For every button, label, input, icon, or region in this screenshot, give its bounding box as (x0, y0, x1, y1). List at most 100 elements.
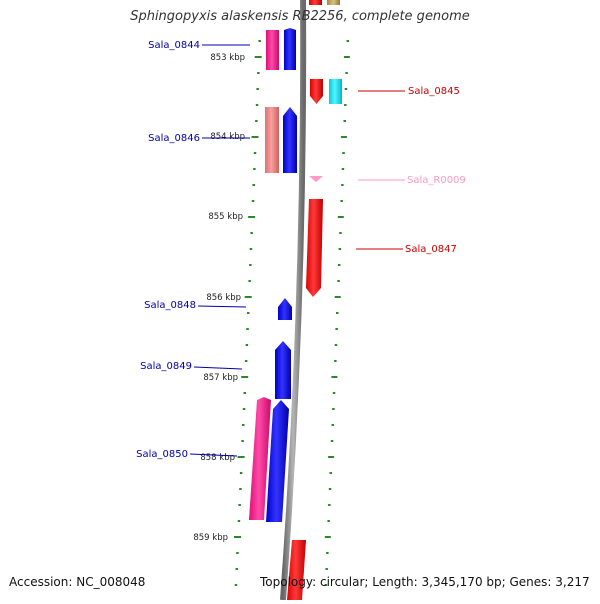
gene-sala-0845[interactable] (310, 79, 323, 104)
ruler-tick-left (255, 120, 258, 122)
gene-sala-0846-salmon[interactable] (265, 107, 279, 173)
ruler-tick-left (247, 312, 250, 314)
ruler-tick-right (345, 72, 348, 74)
ruler-tick-left (253, 168, 256, 170)
ruler-tick-left (241, 440, 244, 442)
gene-partial-top-red (309, 0, 322, 5)
label-sala-0847[interactable]: Sala_0847 (405, 244, 457, 255)
gene-sala-0849[interactable] (275, 341, 291, 399)
ruler-tick-right (331, 376, 338, 378)
gene-sala-0846[interactable] (283, 107, 297, 173)
ruler-tick-right (332, 392, 336, 394)
label-sala-r0009[interactable]: Sala_R0009 (407, 175, 466, 186)
label-sala-0844[interactable]: Sala_0844 (148, 40, 200, 51)
ruler-tick-left (234, 536, 241, 538)
leader-sala-0850 (189, 453, 238, 457)
ruler-tick-left (238, 504, 241, 506)
ruler-tick-right (344, 104, 347, 106)
ruler-tick-right (329, 472, 332, 474)
ruler-tick-left (244, 360, 248, 362)
label-sala-0850[interactable]: Sala_0850 (136, 449, 188, 460)
ruler-tick-right (337, 216, 344, 218)
ruler-tick-right (336, 312, 339, 314)
ruler-tick-left (241, 376, 249, 378)
ruler-tick-right (328, 456, 335, 458)
gene-sala-0850[interactable] (266, 400, 289, 522)
ruler-tick-right (328, 488, 332, 490)
ruler-tick-right (326, 552, 329, 554)
genome-backbone (280, 0, 307, 601)
ruler-tick-left (250, 232, 253, 234)
ruler-tick-right (324, 536, 331, 538)
ruler-tick-left (239, 472, 243, 474)
ruler-tick-right (343, 120, 346, 122)
ruler-tick-right (327, 520, 330, 522)
ruler-tick-left (237, 456, 245, 458)
ruler-tick-left (252, 184, 255, 186)
ruler-label-859: 859 kbp (193, 533, 228, 543)
ruler-tick-right (330, 440, 334, 442)
ruler-tick-right (346, 40, 349, 42)
ruler-tick-left (248, 280, 251, 282)
ruler-ticks (234, 40, 350, 586)
ruler-tick-right (340, 200, 343, 202)
ruler-tick-left (246, 328, 249, 330)
ruler-tick-left (242, 424, 245, 426)
ruler-tick-right (335, 328, 338, 330)
ruler-tick-right (332, 408, 335, 410)
ruler-tick-right (324, 584, 328, 586)
ruler-tick-right (328, 504, 331, 506)
ruler-tick-right (334, 344, 338, 346)
ruler-tick-right (344, 88, 348, 90)
ruler-tick-right (337, 264, 341, 266)
gene-sala-0847[interactable] (306, 199, 323, 297)
ruler-tick-left (244, 296, 252, 298)
ruler-tick-left (251, 136, 259, 138)
ruler-tick-right (340, 136, 347, 138)
ruler-tick-left (257, 72, 260, 74)
leader-sala-0848 (197, 305, 247, 308)
label-sala-0846[interactable]: Sala_0846 (148, 133, 200, 144)
ruler-label-853: 853 kbp (210, 53, 245, 63)
ruler-tick-right (331, 424, 334, 426)
ruler-tick-right (338, 248, 342, 250)
ruler-tick-right (334, 360, 337, 362)
accession-text: Accession: NC_008048 (9, 575, 146, 589)
gene-sala-0850-pink[interactable] (249, 397, 271, 520)
ruler-tick-left (248, 216, 256, 218)
ruler-label-858: 858 kbp (200, 453, 235, 463)
rna-sala-r0009[interactable] (309, 176, 323, 182)
ruler-tick-right (341, 168, 345, 170)
label-sala-0848[interactable]: Sala_0848 (144, 300, 196, 311)
ruler-tick-left (253, 152, 257, 154)
genome-title: Sphingopyxis alaskensis RB2256, complete… (130, 9, 470, 24)
ruler-tick-right (334, 296, 341, 298)
gene-sala-0845-cyan[interactable] (329, 79, 342, 104)
ruler-tick-left (251, 200, 255, 202)
ruler-tick-left (249, 248, 253, 250)
ruler-tick-right (341, 184, 344, 186)
label-sala-0845[interactable]: Sala_0845 (408, 86, 460, 97)
gene-partial-top-tan (327, 0, 340, 5)
leader-sala-0849 (193, 366, 243, 370)
gene-sala-0848[interactable] (278, 298, 292, 320)
ruler-label-857: 857 kbp (203, 373, 238, 383)
ruler-tick-left (258, 40, 261, 42)
ruler-tick-left (235, 568, 238, 570)
ruler-tick-left (255, 104, 259, 106)
ruler-label-856: 856 kbp (206, 293, 241, 303)
ruler-tick-right (337, 280, 340, 282)
gene-sala-0844-pink[interactable] (266, 30, 279, 70)
ruler-tick-left (254, 56, 262, 58)
ruler-tick-left (242, 408, 246, 410)
gene-sala-0844[interactable] (284, 28, 296, 70)
ruler-tick-left (243, 392, 246, 394)
ruler-tick-left (249, 264, 252, 266)
label-sala-0849[interactable]: Sala_0849 (140, 361, 192, 372)
ruler-tick-left (234, 584, 238, 586)
ruler-tick-right (325, 568, 328, 570)
ruler-label-855: 855 kbp (208, 212, 243, 222)
ruler-tick-left (239, 488, 242, 490)
